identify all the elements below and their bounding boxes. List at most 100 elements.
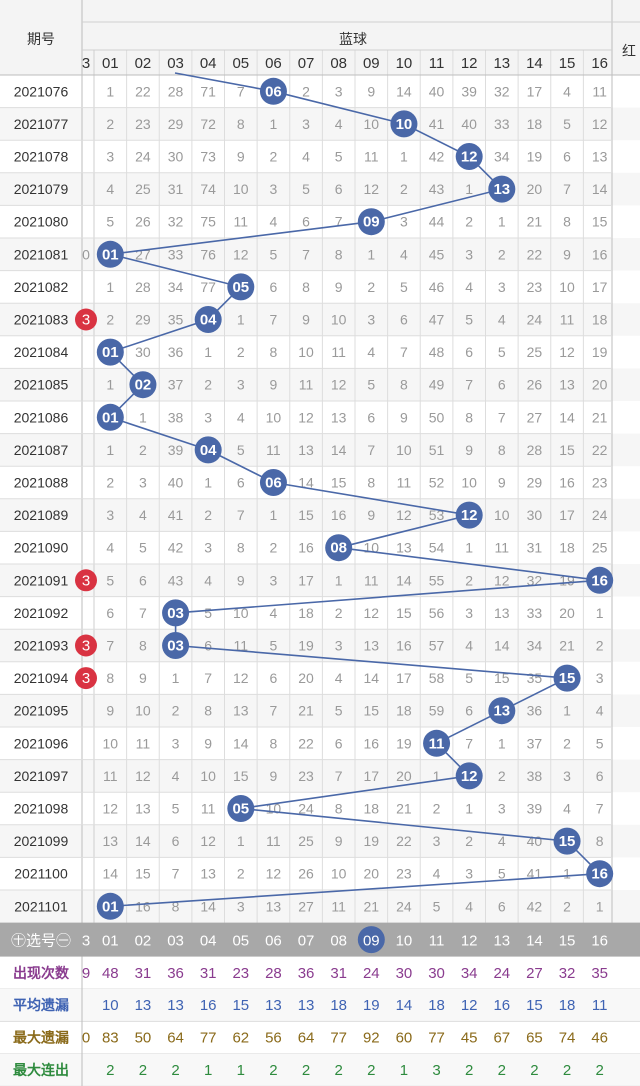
omission-value: 4 [465,898,473,914]
selector-number[interactable]: 16 [591,933,608,950]
omission-value: 38 [168,409,184,425]
omission-value: 23 [396,866,412,882]
red-ball-marker [75,308,97,331]
omission-value: 56 [429,605,445,621]
omission-value: 3 [400,214,408,230]
omission-value: 15 [559,442,575,458]
omission-value: 5 [172,801,180,817]
stat-value: 2 [171,1062,179,1079]
omission-value: 5 [465,312,473,328]
stat-value: 18 [330,997,347,1014]
hit-ball-number: 05 [232,279,249,296]
stat-value: 2 [530,1062,538,1079]
omission-value: 1 [433,768,441,784]
omission-value: 12 [233,246,249,262]
omission-value: 42 [527,898,543,914]
hit-ball [162,599,190,627]
column-number: 10 [396,55,413,72]
hit-ball [129,371,157,399]
omission-value: 12 [559,344,575,360]
omission-value: 3 [465,866,473,882]
omission-value: 21 [364,898,380,914]
selector-number[interactable]: 15 [559,933,576,950]
selector-number[interactable]: 04 [200,933,217,950]
selector-toggle-button[interactable]: ㊉选号㊀ [11,933,71,950]
omission-value: 3 [270,181,278,197]
stat-value: 24 [493,965,510,982]
omission-value: 11 [136,735,151,751]
omission-value: 1 [270,116,278,132]
omission-value: 16 [298,540,314,556]
omission-value: 47 [429,312,445,328]
omission-value: 26 [527,377,543,393]
selector-number[interactable]: 05 [232,933,249,950]
omission-value: 22 [527,246,543,262]
omission-value: 23 [592,475,608,491]
omission-value: 6 [335,181,343,197]
omission-value: 3 [335,83,343,99]
omission-value: 11 [331,344,346,360]
omission-value: 12 [396,507,412,523]
omission-value: 12 [298,409,314,425]
omission-value: 9 [465,442,473,458]
selector-number[interactable]: 06 [265,933,282,950]
selector-number[interactable]: 02 [135,933,152,950]
selector-number[interactable]: 09 [363,933,380,950]
omission-value: 40 [527,833,543,849]
selector-number[interactable]: 12 [461,933,478,950]
omission-value: 1 [172,670,180,686]
omission-value: 31 [527,540,543,556]
omission-value: 74 [200,181,216,197]
omission-value: 21 [527,214,543,230]
omission-value: 4 [367,344,375,360]
omission-value: 2 [106,475,114,491]
omission-value: 5 [498,866,506,882]
omission-value: 5 [400,279,408,295]
omission-value: 12 [266,866,282,882]
stat-value: 32 [559,965,576,982]
column-number: 11 [429,55,445,72]
omission-value: 7 [596,801,604,817]
hit-ball-number: 04 [200,442,217,459]
selector-number[interactable]: 11 [429,933,445,950]
omission-value: 3 [270,572,278,588]
omission-value: 2 [433,801,441,817]
hit-ball-number: 01 [102,898,119,915]
period-label: 2021079 [14,181,69,197]
stat-value: 35 [591,965,608,982]
selector-number[interactable]: 01 [102,933,119,950]
selector-number[interactable]: 14 [526,933,543,950]
omission-value: 48 [429,344,445,360]
column-numbers: 3 01 02 03 04 05 06 07 08 09 10 11 12 13 14 15 16 [82,55,608,72]
omission-value: 9 [302,312,310,328]
omission-value: 39 [527,801,543,817]
omission-value: 8 [139,638,147,654]
selector-number[interactable]: 07 [298,933,315,950]
red-ball-number: 3 [82,638,90,655]
omission-value: 73 [200,149,216,165]
hit-ball-number: 12 [461,149,478,166]
omission-value: 75 [200,214,216,230]
omission-value: 24 [396,898,412,914]
hit-ball-number: 08 [330,540,347,557]
stat-value: 3 [432,1062,440,1079]
period-label: 2021088 [14,475,69,491]
selector-number[interactable]: 13 [493,933,510,950]
row-stripe [0,107,640,141]
selector-number[interactable]: 08 [330,933,347,950]
hit-ball-number: 15 [559,833,576,850]
omission-value: 20 [559,605,575,621]
selector-number[interactable]: 10 [396,933,413,950]
omission-value: 9 [237,572,245,588]
omission-value: 39 [461,83,477,99]
omission-value: 27 [135,246,151,262]
row-stripe [0,368,640,401]
selected-number-ball[interactable] [357,926,385,954]
omission-value: 2 [106,116,114,132]
omission-value: 13 [559,377,575,393]
blue-ball-header: 蓝球 [339,31,367,47]
selector-number[interactable]: 03 [167,933,184,950]
omission-value: 12 [494,572,510,588]
omission-value: 40 [429,83,445,99]
omission-value: 44 [429,214,445,230]
